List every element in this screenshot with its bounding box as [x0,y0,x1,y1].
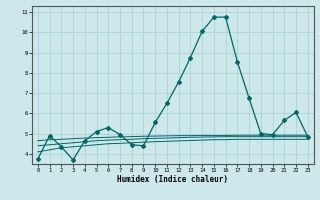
X-axis label: Humidex (Indice chaleur): Humidex (Indice chaleur) [117,175,228,184]
